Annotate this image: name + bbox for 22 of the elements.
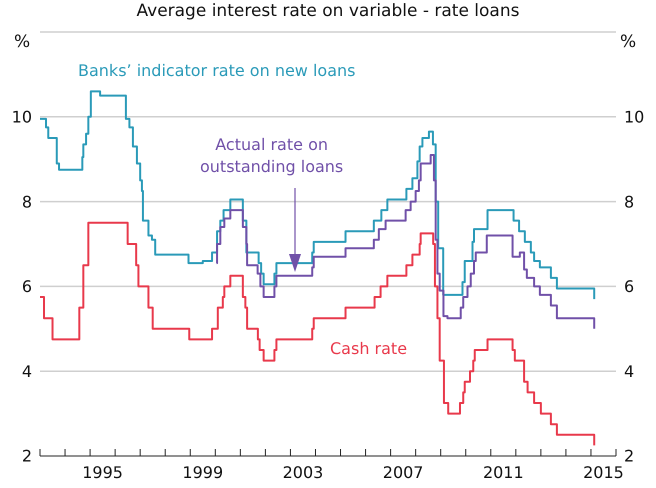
x-tick-label: 2007	[382, 463, 424, 482]
y2-tick-label: 10	[624, 107, 644, 126]
y-tick-label: 4	[22, 362, 32, 381]
y2-tick-label: 6	[624, 277, 634, 296]
y-axis-title: %	[14, 32, 30, 52]
series-label: Banks’ indicator rate on new loans	[78, 60, 356, 82]
y-tick-label: 2	[22, 446, 32, 466]
x-tick-label: 1995	[82, 463, 123, 482]
y-tick-label: 10	[12, 107, 32, 126]
x-tick-label: 1999	[182, 463, 224, 482]
text: Actual rate on outstanding loans	[200, 134, 344, 178]
y-tick-label: 8	[22, 192, 32, 212]
y2-tick-label: 8	[624, 192, 634, 212]
y2-tick-label: 2	[624, 446, 634, 466]
x-tick-label: 2015	[583, 463, 624, 482]
y2-tick-label: 4	[624, 362, 634, 381]
chart-title: Average interest rate on variable - rate loans	[136, 1, 520, 21]
x-tick-label: 2011	[482, 463, 524, 482]
y-tick-label: 6	[22, 277, 32, 296]
x-tick-label: 2003	[282, 463, 324, 482]
series-label: Cash rate	[330, 338, 408, 360]
y2-axis-title: %	[620, 32, 636, 52]
